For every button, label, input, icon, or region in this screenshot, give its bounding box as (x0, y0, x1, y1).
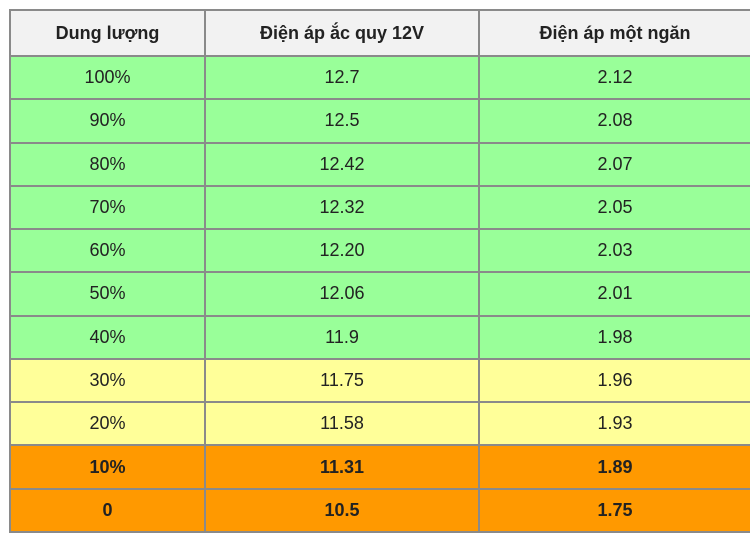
cell-cell-voltage: 2.12 (478, 54, 750, 101)
table-row: 100% 12.7 2.12 (9, 54, 750, 101)
cell-capacity: 40% (9, 314, 206, 360)
cell-battery-voltage: 11.9 (204, 314, 480, 360)
header-cell-voltage: Điện áp một ngăn (478, 9, 750, 57)
cell-cell-voltage: 2.05 (478, 184, 750, 231)
cell-capacity: 0 (9, 487, 206, 534)
cell-capacity: 20% (9, 401, 206, 447)
cell-capacity: 60% (9, 228, 206, 274)
table-row: 40% 11.9 1.98 (9, 314, 750, 360)
cell-cell-voltage: 1.98 (478, 314, 750, 360)
cell-capacity: 90% (9, 98, 206, 144)
cell-capacity: 100% (9, 54, 206, 101)
cell-battery-voltage: 12.7 (204, 54, 480, 101)
cell-capacity: 10% (9, 444, 206, 490)
header-battery-voltage: Điện áp ắc quy 12V (204, 9, 480, 57)
header-capacity: Dung lượng (9, 9, 206, 57)
cell-capacity: 80% (9, 141, 206, 187)
cell-battery-voltage: 10.5 (204, 487, 480, 534)
cell-battery-voltage: 11.75 (204, 357, 480, 404)
cell-capacity: 50% (9, 271, 206, 317)
cell-battery-voltage: 12.06 (204, 271, 480, 317)
battery-voltage-table: Dung lượng Điện áp ắc quy 12V Điện áp mộ… (9, 9, 750, 534)
cell-cell-voltage: 1.75 (478, 487, 750, 534)
cell-battery-voltage: 11.31 (204, 444, 480, 490)
cell-battery-voltage: 12.42 (204, 141, 480, 187)
cell-battery-voltage: 11.58 (204, 401, 480, 447)
battery-voltage-table-frame: Dung lượng Điện áp ắc quy 12V Điện áp mộ… (9, 9, 750, 534)
table-row: 0 10.5 1.75 (9, 487, 750, 534)
cell-cell-voltage: 2.01 (478, 271, 750, 317)
table-row: 70% 12.32 2.05 (9, 184, 750, 231)
cell-cell-voltage: 2.03 (478, 228, 750, 274)
table-row: 50% 12.06 2.01 (9, 271, 750, 317)
cell-battery-voltage: 12.32 (204, 184, 480, 231)
table-row: 30% 11.75 1.96 (9, 357, 750, 404)
table-row: 80% 12.42 2.07 (9, 141, 750, 187)
table-row: 20% 11.58 1.93 (9, 401, 750, 447)
table-row: 60% 12.20 2.03 (9, 228, 750, 274)
cell-capacity: 70% (9, 184, 206, 231)
table-body: 100% 12.7 2.12 90% 12.5 2.08 80% 12.42 2.07 70% 12… (9, 54, 750, 534)
table-row: 10% 11.31 1.89 (9, 444, 750, 490)
cell-cell-voltage: 1.93 (478, 401, 750, 447)
cell-capacity: 30% (9, 357, 206, 404)
cell-cell-voltage: 1.96 (478, 357, 750, 404)
cell-cell-voltage: 2.08 (478, 98, 750, 144)
cell-cell-voltage: 1.89 (478, 444, 750, 490)
cell-battery-voltage: 12.5 (204, 98, 480, 144)
table-header-row: Dung lượng Điện áp ắc quy 12V Điện áp mộ… (9, 9, 750, 57)
table-row: 90% 12.5 2.08 (9, 98, 750, 144)
cell-cell-voltage: 2.07 (478, 141, 750, 187)
cell-battery-voltage: 12.20 (204, 228, 480, 274)
